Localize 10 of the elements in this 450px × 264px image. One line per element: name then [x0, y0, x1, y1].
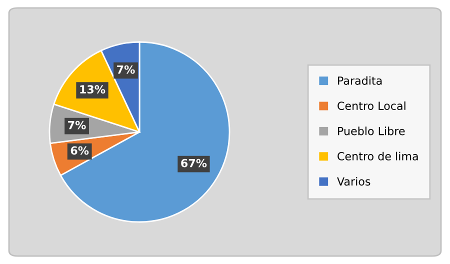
legend-label: Paradita	[338, 76, 382, 85]
legend-label: Centro de lima	[338, 152, 418, 160]
data-label: 6%	[70, 146, 89, 155]
data-label: 7%	[68, 120, 86, 130]
legend-label: Varios	[337, 177, 370, 186]
data-label: 67%	[181, 158, 207, 168]
legend-label: Centro Local	[338, 101, 406, 110]
data-label: 7%	[117, 65, 135, 74]
legend-label: Pueblo Libre	[338, 126, 405, 136]
data-label: 13%	[80, 85, 106, 94]
